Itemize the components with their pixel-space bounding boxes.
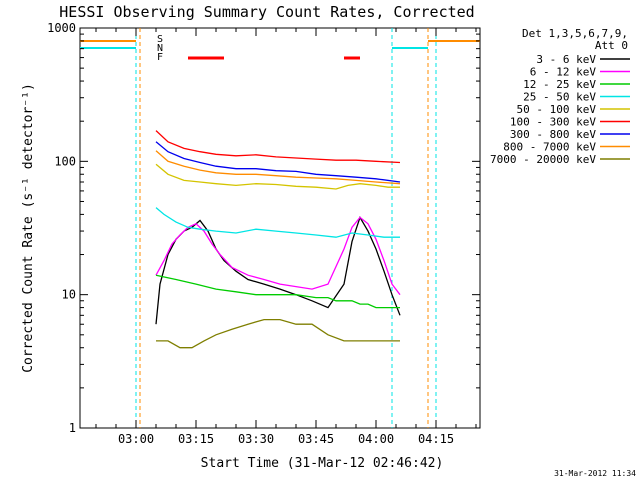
legend-label: 800 - 7000 keV [503,141,596,154]
x-tick-label: 04:15 [418,432,454,446]
series-line-4 [155,163,400,190]
x-tick-label: 04:00 [358,432,394,446]
legend-label: 25 - 50 keV [523,91,596,104]
x-tick-label: 03:00 [118,432,154,446]
chart-title: HESSI Observing Summary Count Rates, Cor… [59,3,474,21]
legend-label: 12 - 25 keV [523,78,596,91]
y-tick-label: 1 [69,421,76,435]
y-tick-label: 1000 [47,21,76,35]
series-line-8 [156,318,400,349]
legend-label: 3 - 6 keV [536,53,596,66]
series-line-3 [155,207,400,238]
series-line-2 [155,274,400,309]
x-axis: 03:00 03:15 03:30 03:45 04:00 04:15 [95,28,477,446]
flags-layer: SNF [80,28,480,428]
x-tick-label: 03:45 [298,432,334,446]
y-tick-label: 10 [62,288,76,302]
legend-label: 7000 - 20000 keV [490,153,596,166]
legend-header: Det 1,3,5,6,7,9, [522,27,628,40]
plot-area [79,27,481,429]
series-line-6 [155,141,401,183]
series-layer [155,130,401,349]
legend-label: 300 - 800 keV [510,128,596,141]
y-tick-label: 100 [54,154,76,168]
series-line-1 [155,216,401,296]
y-axis: 1 10 100 1000 [47,21,480,435]
flag-marker-n: N [157,43,163,54]
legend-label: 6 - 12 keV [530,66,597,79]
x-tick-label: 03:15 [178,432,214,446]
legend-header: Att 0 [595,39,628,52]
flag-marker-s: S [157,34,163,45]
legend-label: 100 - 300 keV [510,116,596,129]
plot-frame [79,27,481,429]
y-axis-label: Corrected Count Rate (s⁻¹ detector⁻¹) [21,83,36,373]
generation-timestamp: 31-Mar-2012 11:34 [554,469,636,478]
flag-marker-f: F [157,52,163,63]
x-tick-label: 03:30 [238,432,274,446]
series-line-5 [155,130,401,164]
series-line-7 [155,150,401,185]
legend-label: 50 - 100 keV [517,103,597,116]
x-axis-label: Start Time (31-Mar-12 02:46:42) [201,456,444,471]
